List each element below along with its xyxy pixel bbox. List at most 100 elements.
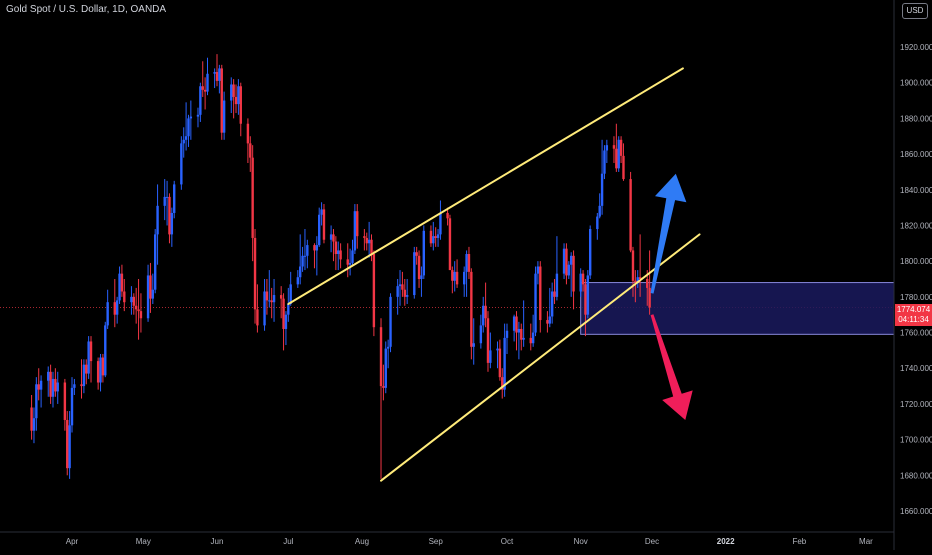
candle-body: [403, 289, 406, 297]
candle-body: [337, 250, 340, 255]
candle-body: [520, 328, 523, 340]
candle-body: [287, 303, 290, 315]
candle-body: [615, 148, 618, 169]
candle-body: [134, 305, 138, 310]
candle-body: [270, 300, 273, 303]
candle-body: [565, 248, 568, 276]
candle-body: [47, 371, 50, 381]
candle-body: [123, 291, 126, 303]
candle-body: [298, 266, 302, 278]
candle-body: [396, 286, 399, 297]
candle-body: [429, 230, 433, 244]
candle-body: [234, 96, 238, 105]
candle-body: [173, 184, 176, 213]
candle-body: [313, 245, 316, 251]
candle-body: [420, 275, 423, 279]
candle-body: [581, 273, 585, 285]
candle-body: [132, 296, 136, 306]
candle-body: [546, 320, 549, 324]
currency-badge[interactable]: USD: [902, 3, 928, 19]
candle-body: [232, 84, 235, 97]
candle-body: [56, 382, 59, 392]
candle-body: [413, 252, 416, 296]
candle-body: [386, 346, 390, 349]
candle-body: [101, 357, 105, 376]
candle-body: [389, 296, 392, 347]
candle-body: [498, 348, 502, 378]
candle-body: [486, 318, 490, 363]
candle-body: [463, 271, 466, 285]
candle-body: [605, 145, 609, 151]
candle-body: [73, 384, 76, 388]
bearish-arrow: [650, 314, 693, 420]
candle-body: [113, 302, 116, 315]
candle-body: [153, 234, 157, 290]
y-tick-label: 1780.000: [900, 293, 932, 302]
candle-body: [99, 357, 102, 383]
candle-body: [118, 273, 121, 301]
x-tick-label: Jul: [283, 537, 293, 546]
x-tick-label: Dec: [645, 537, 659, 546]
candle-body: [482, 305, 485, 326]
candle-body: [96, 361, 100, 383]
candle-body: [479, 325, 483, 344]
candle-body: [539, 266, 542, 321]
candle-body: [622, 155, 625, 180]
candle-body: [137, 309, 140, 312]
candle-body: [230, 84, 233, 101]
candle-body: [237, 86, 240, 105]
candle-body: [182, 139, 185, 144]
candle-body: [503, 337, 506, 390]
candle-body: [218, 68, 221, 81]
candle-body: [505, 330, 509, 338]
last-price-value: 1774.074: [896, 305, 931, 314]
y-tick-label: 1680.000: [900, 471, 932, 480]
candle-body: [472, 343, 475, 347]
candle-body: [522, 337, 525, 340]
candle-body: [89, 341, 93, 362]
candle-body: [484, 305, 487, 319]
x-tick-label: Sep: [429, 537, 444, 546]
candle-body: [220, 68, 223, 133]
candle-body: [51, 378, 55, 397]
price-axis-bg: [894, 0, 932, 550]
candle-body: [382, 386, 385, 388]
y-tick-label: 1880.000: [900, 114, 932, 123]
candle-body: [405, 295, 409, 297]
candle-body: [82, 364, 86, 387]
candle-body: [470, 271, 473, 347]
candle-body: [529, 337, 532, 344]
candle-body: [239, 86, 242, 124]
candle-body: [268, 300, 271, 302]
candle-body: [32, 418, 36, 431]
candle-body: [634, 280, 637, 283]
candle-body: [638, 277, 642, 279]
candle-body: [603, 150, 606, 174]
candle-body: [617, 139, 620, 169]
candle-body: [588, 229, 592, 276]
candle-body: [555, 273, 559, 297]
candle-body: [30, 407, 33, 431]
candles-layer: [30, 54, 651, 479]
candle-body: [184, 136, 188, 140]
candle-body: [201, 86, 204, 90]
candle-body: [249, 143, 252, 158]
candle-body: [432, 236, 435, 244]
candle-body: [282, 298, 285, 329]
candle-body: [80, 384, 83, 387]
y-tick-label: 1720.000: [900, 400, 932, 409]
x-tick-label: Mar: [859, 537, 873, 546]
candle-body: [584, 284, 587, 315]
channel-upper-line: [287, 67, 684, 305]
candle-body: [648, 287, 651, 308]
candle-body: [596, 216, 599, 230]
candle-body: [87, 341, 90, 374]
candle-body: [553, 291, 556, 297]
candle-body: [467, 254, 471, 272]
candle-body: [353, 211, 357, 251]
candle-body: [104, 325, 107, 376]
candle-body: [465, 254, 468, 272]
